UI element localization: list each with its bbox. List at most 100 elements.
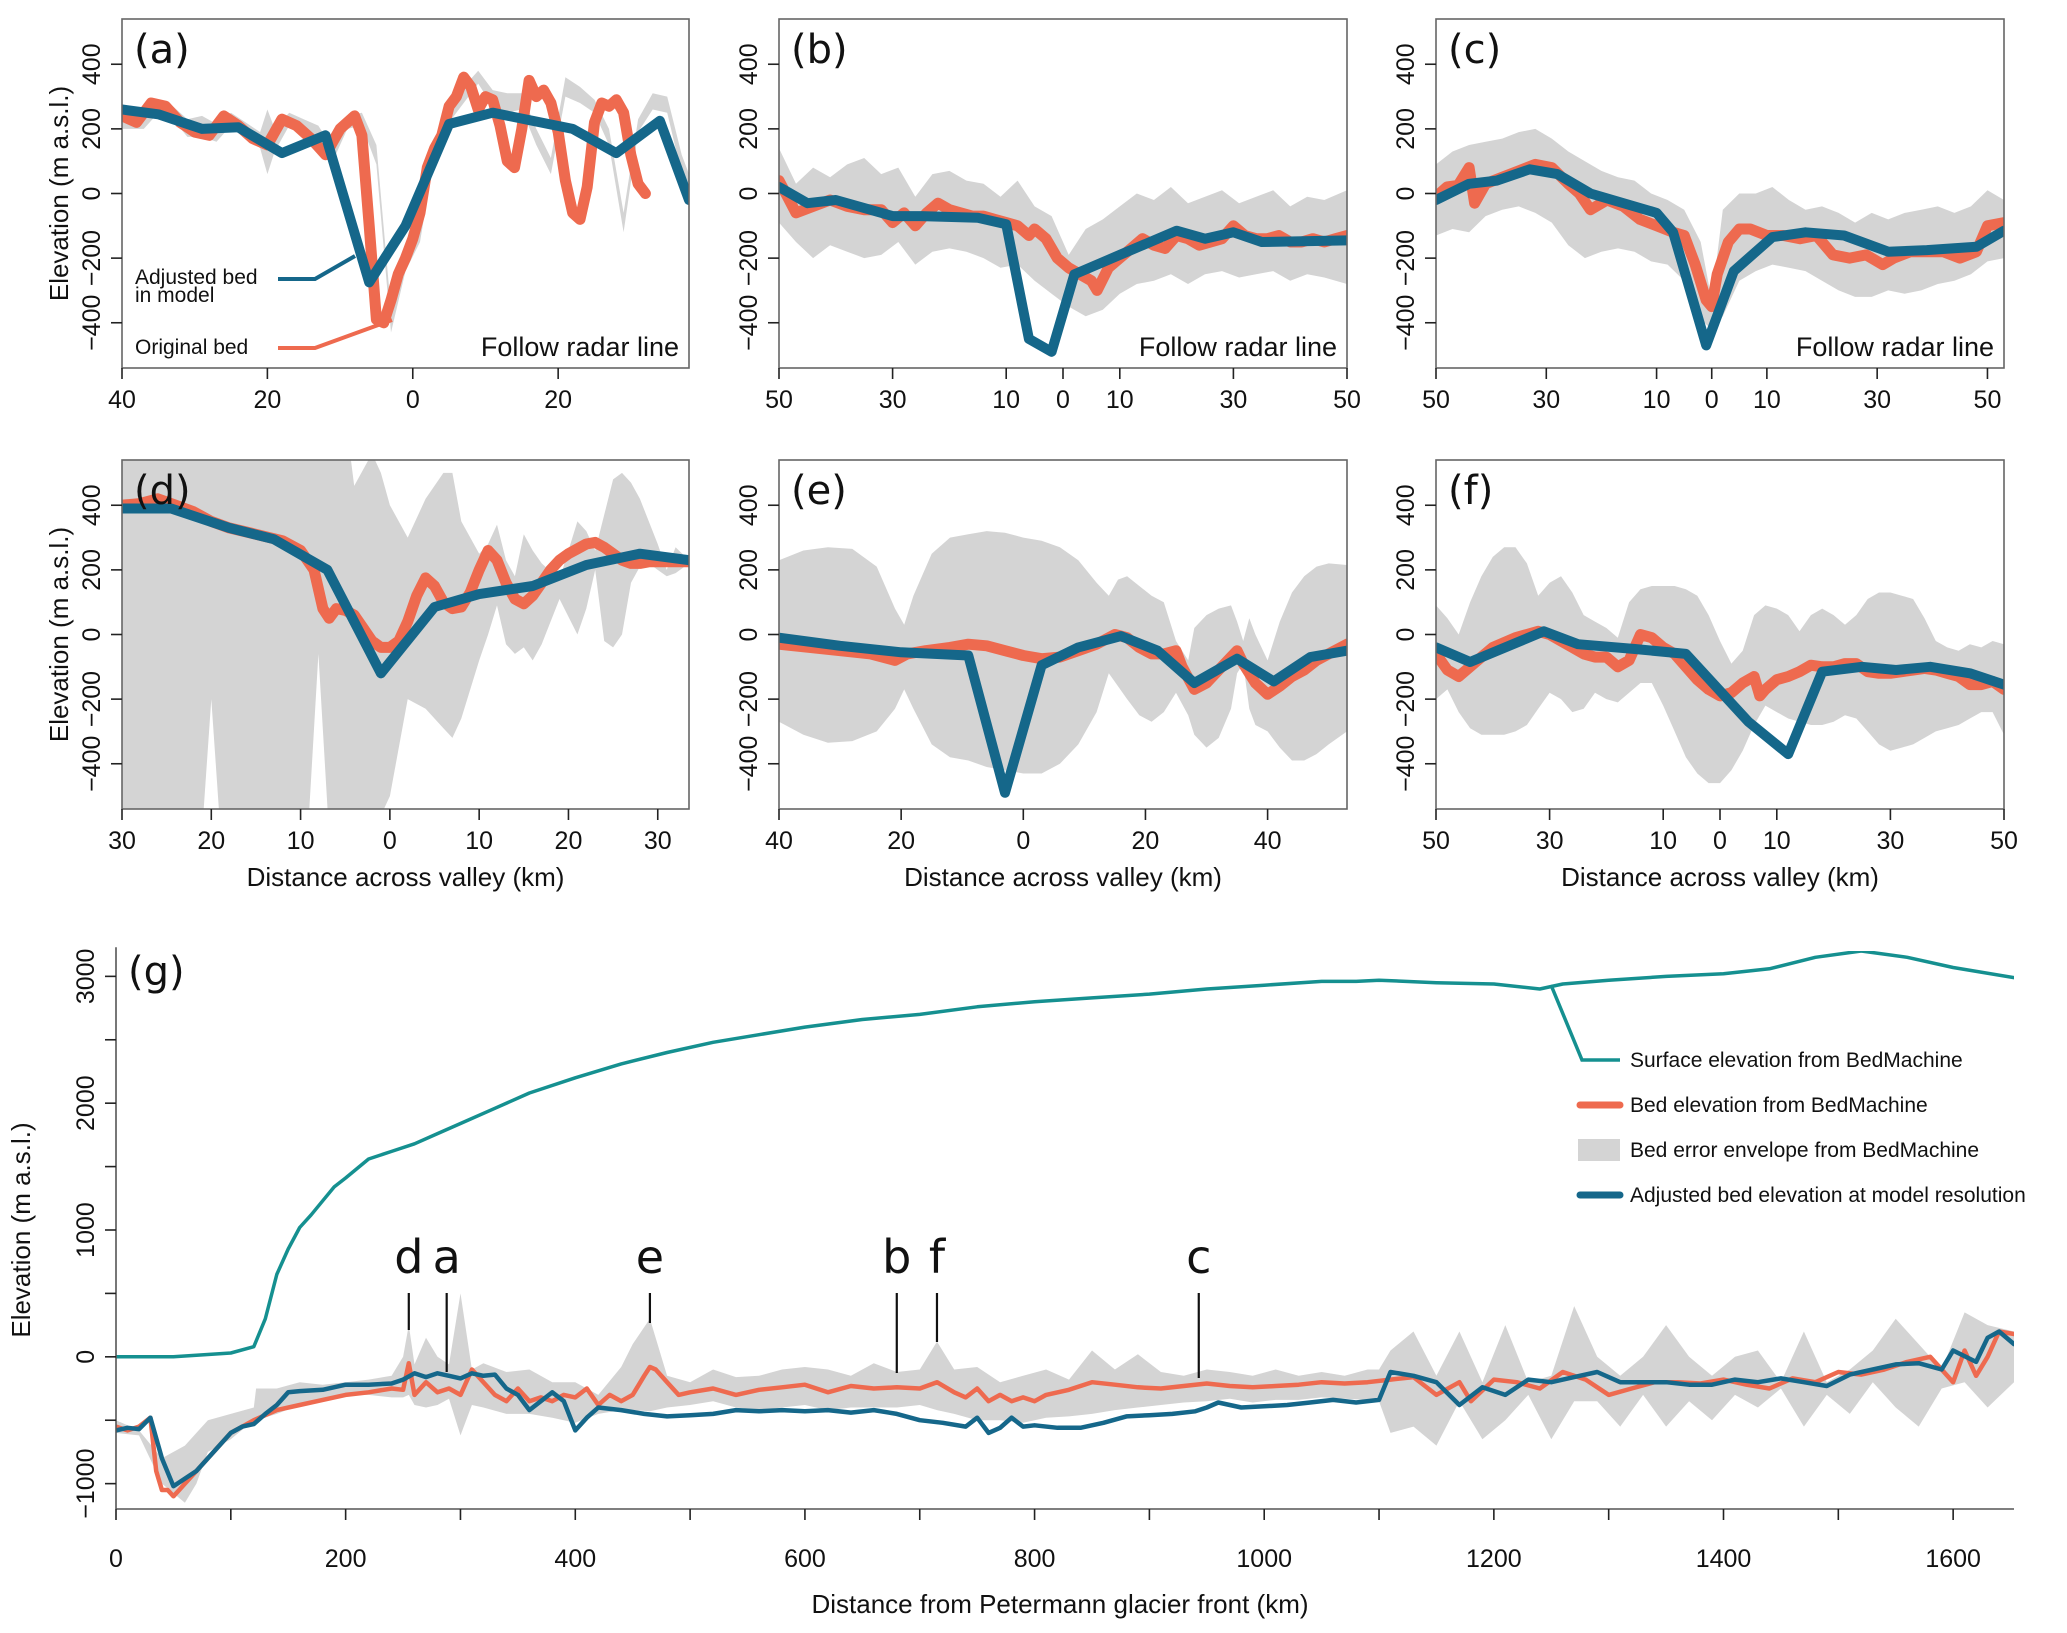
y-tick-label: 0: [78, 628, 106, 642]
x-tick-label: 0: [383, 827, 397, 855]
plot-area: [779, 148, 1347, 357]
y-tick-label: 400: [78, 43, 106, 85]
x-tick-label: 10: [1763, 827, 1791, 855]
y-tick-label: −200: [735, 230, 763, 286]
x-tick-label: 0: [1016, 827, 1030, 855]
x-tick-label: 0: [109, 1545, 123, 1573]
y-tick-label: 200: [735, 108, 763, 150]
panel-label: (a): [134, 27, 190, 73]
x-tick-label: 30: [1219, 386, 1247, 414]
profile-marker-label-f: f: [929, 1230, 947, 1284]
y-tick-label: 0: [1392, 187, 1420, 201]
legend-label: Bed error envelope from BedMachine: [1630, 1139, 1979, 1162]
y-tick-label: 0: [1392, 628, 1420, 642]
x-tick-label: 50: [1422, 386, 1450, 414]
x-tick-label: 10: [1753, 386, 1781, 414]
panel-label: (d): [134, 468, 191, 514]
y-tick-label: 200: [78, 549, 106, 591]
legend-label: Bed elevation from BedMachine: [1630, 1094, 1928, 1117]
plot-area: [1436, 547, 2004, 784]
y-tick-label: −200: [1392, 230, 1420, 286]
x-tick-label: 10: [287, 827, 315, 855]
x-tick-label: 30: [1863, 386, 1891, 414]
y-tick-label: −400: [1392, 295, 1420, 351]
y-tick-label: −1000: [72, 1449, 100, 1519]
y-axis-title: Elevation (m a.s.l.): [44, 86, 74, 301]
plot-area: [122, 70, 689, 333]
x-tick-label: 20: [887, 827, 915, 855]
plot-area: [1436, 128, 2004, 351]
error-envelope: [1436, 128, 2004, 330]
y-tick-label: −400: [78, 295, 106, 351]
x-tick-label: 0: [406, 386, 420, 414]
x-tick-label: 50: [1974, 386, 2002, 414]
x-tick-label: 0: [1056, 386, 1070, 414]
panel-label: (b): [791, 27, 848, 73]
x-tick-label: 1000: [1236, 1545, 1292, 1573]
plot-frame: [121, 18, 690, 369]
y-tick-label: 200: [735, 549, 763, 591]
y-tick-label: −400: [735, 736, 763, 792]
x-tick-label: 10: [1643, 386, 1671, 414]
x-tick-label: 10: [1649, 827, 1677, 855]
x-tick-label: 50: [1990, 827, 2018, 855]
x-tick-label: 20: [555, 827, 583, 855]
panel-b: 50 30 10 0 10 30 50 −400 −200 0 200 400 (b) Follow ra…: [735, 18, 1361, 414]
x-tick-label: 20: [253, 386, 281, 414]
y-tick-label: 0: [72, 1350, 100, 1364]
y-axis-title: Elevation (m a.s.l.): [44, 527, 74, 742]
y-tick-label: 1000: [72, 1202, 100, 1258]
x-tick-label: 10: [992, 386, 1020, 414]
series-adjusted-bed: [1436, 164, 2004, 351]
x-tick-label: 10: [1106, 386, 1134, 414]
y-tick-label: 0: [735, 187, 763, 201]
legend-label-adjusted-bed-line2: in model: [135, 284, 214, 307]
y-axis-title: Elevation (m a.s.l.): [6, 1122, 36, 1337]
y-tick-label: 200: [1392, 108, 1420, 150]
x-tick-label: 50: [1333, 386, 1361, 414]
y-tick-label: 400: [1392, 484, 1420, 526]
profile-marker-label-e: e: [636, 1230, 664, 1284]
panel-d: 30 20 10 0 10 20 30 −400 −200 0 200 400 (d) Elevation…: [44, 459, 690, 892]
x-tick-label: 20: [544, 386, 572, 414]
panel-label: (e): [791, 468, 847, 514]
x-tick-label: 40: [1254, 827, 1282, 855]
plot-area: [122, 460, 689, 809]
x-axis-title: Distance across valley (km): [247, 862, 565, 892]
x-tick-label: 1400: [1696, 1545, 1752, 1573]
panel-g: 0 200 400 600 800 1000 1200 1400 1600 −1000 0 1000 2…: [6, 947, 2026, 1619]
y-tick-label: 400: [1392, 43, 1420, 85]
x-tick-label: 600: [784, 1545, 826, 1573]
panel-label: (c): [1448, 27, 1501, 73]
y-tick-label: −200: [78, 230, 106, 286]
plot-area: [116, 951, 2014, 1503]
x-tick-label: 0: [1705, 386, 1719, 414]
y-tick-label: 2000: [72, 1075, 100, 1131]
y-tick-label: −400: [735, 295, 763, 351]
series-adjusted-bed: [122, 503, 689, 679]
x-tick-label: 800: [1014, 1545, 1056, 1573]
legend-label-original-bed: Original bed: [135, 336, 248, 359]
panel-c: 50 30 10 0 10 30 50 −400 −200 0 200 400 (c) Follow ra…: [1392, 18, 2005, 414]
y-tick-label: 200: [78, 108, 106, 150]
x-tick-label: 1600: [1925, 1545, 1981, 1573]
x-tick-label: 1200: [1466, 1545, 1522, 1573]
y-tick-label: −400: [1392, 736, 1420, 792]
y-tick-label: −200: [1392, 671, 1420, 727]
y-tick-label: 3000: [72, 949, 100, 1005]
x-tick-label: 40: [108, 386, 136, 414]
y-tick-label: −200: [735, 671, 763, 727]
y-tick-label: 200: [1392, 549, 1420, 591]
x-tick-label: 40: [765, 827, 793, 855]
plot-area: [779, 531, 1347, 798]
x-tick-label: 20: [1132, 827, 1160, 855]
panel-label: (f): [1448, 468, 1493, 514]
x-tick-label: 10: [465, 827, 493, 855]
error-envelope: [122, 70, 689, 333]
annotation-follow-radar-line: Follow radar line: [481, 332, 679, 362]
x-tick-label: 30: [879, 386, 907, 414]
x-tick-label: 20: [197, 827, 225, 855]
y-tick-label: −400: [78, 736, 106, 792]
